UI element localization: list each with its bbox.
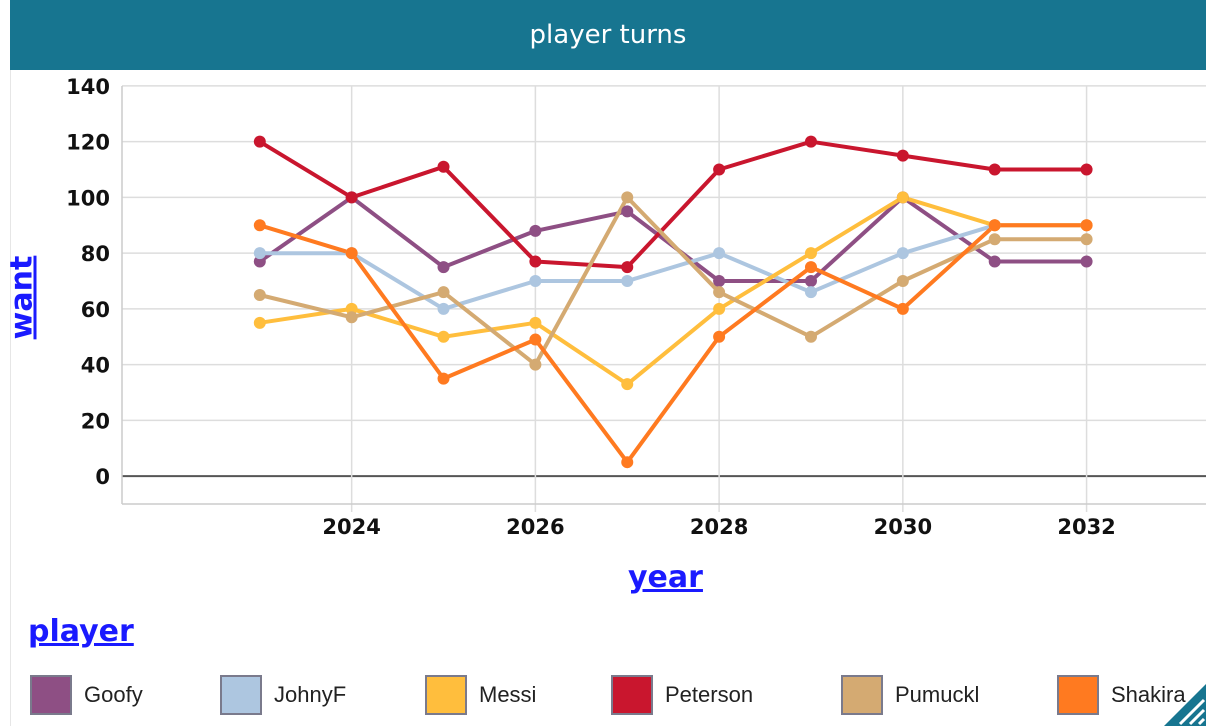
data-point-messi [437, 330, 450, 343]
data-point-shakira [713, 330, 726, 343]
data-point-shakira [621, 456, 634, 469]
y-tick-label: 0 [95, 465, 110, 489]
data-point-johnyf [253, 247, 266, 260]
resize-handle-icon[interactable] [1160, 680, 1206, 726]
x-tick-label: 2026 [506, 515, 564, 539]
series-line-shakira [259, 223, 1087, 465]
data-point-messi [713, 302, 726, 315]
series-line-johnyf [259, 223, 1087, 311]
data-point-pumuckl [804, 330, 817, 343]
data-point-pumuckl [988, 233, 1001, 246]
legend-item-goofy[interactable]: Goofy [30, 675, 220, 715]
data-point-shakira [804, 261, 817, 274]
data-point-shakira [896, 302, 909, 315]
x-axis-label[interactable]: year [628, 560, 703, 595]
series-line-peterson [258, 139, 1087, 270]
legend-swatch [30, 675, 72, 715]
data-point-johnyf [896, 247, 909, 260]
data-point-messi [621, 378, 634, 391]
legend-item-johnyf[interactable]: JohnyF [220, 675, 425, 715]
x-tick-label: 2030 [874, 515, 932, 539]
data-point-messi [804, 247, 817, 260]
data-point-shakira [437, 372, 450, 385]
legend: Goofy JohnyF Messi Peterson Pumuckl Shak… [30, 672, 1187, 718]
y-tick-label: 140 [66, 75, 110, 99]
data-point-messi [529, 316, 542, 329]
data-point-pumuckl [1080, 233, 1093, 246]
legend-title[interactable]: player [28, 614, 134, 649]
data-point-pumuckl [253, 288, 266, 301]
legend-swatch [1057, 675, 1099, 715]
legend-swatch [611, 675, 653, 715]
data-point-shakira [345, 247, 358, 260]
data-point-pumuckl [713, 286, 726, 299]
data-point-peterson [529, 255, 542, 268]
y-tick-label: 120 [66, 131, 110, 155]
legend-item-messi[interactable]: Messi [425, 675, 611, 715]
data-point-johnyf [437, 302, 450, 315]
data-point-goofy [988, 255, 1001, 268]
data-point-peterson [253, 135, 266, 148]
x-tick-label: 2032 [1057, 515, 1115, 539]
series-line-messi [259, 195, 1087, 387]
series-line-pumuckl [259, 195, 1087, 367]
y-tick-label: 20 [81, 409, 110, 433]
window-left-edge [0, 0, 11, 726]
data-point-goofy [713, 275, 726, 288]
data-point-pumuckl [896, 275, 909, 288]
data-point-pumuckl [529, 358, 542, 371]
data-point-johnyf [804, 286, 817, 299]
legend-item-peterson[interactable]: Peterson [611, 675, 841, 715]
data-point-goofy [1080, 255, 1093, 268]
legend-swatch [841, 675, 883, 715]
data-point-johnyf [621, 275, 634, 288]
data-point-pumuckl [437, 286, 450, 299]
y-tick-label: 100 [66, 186, 110, 210]
data-point-peterson [437, 160, 450, 173]
legend-label: Peterson [665, 682, 754, 707]
data-point-johnyf [713, 247, 726, 260]
data-point-johnyf [529, 275, 542, 288]
legend-label: Messi [479, 682, 537, 707]
chart-title-bar: player turns [10, 0, 1206, 70]
data-point-goofy [437, 261, 450, 274]
data-point-peterson [804, 135, 817, 148]
chart-title: player turns [529, 20, 687, 50]
data-point-messi [896, 191, 909, 204]
data-point-shakira [529, 333, 542, 346]
data-point-peterson [713, 163, 726, 176]
legend-item-pumuckl[interactable]: Pumuckl [841, 675, 1057, 715]
legend-label: JohnyF [274, 682, 347, 707]
data-point-shakira [1080, 219, 1093, 232]
legend-item-shakira[interactable]: Shakira [1057, 675, 1187, 715]
x-tick-label: 2028 [690, 515, 748, 539]
y-tick-label: 80 [81, 242, 110, 266]
y-tick-label: 60 [81, 298, 110, 322]
data-point-messi [253, 316, 266, 329]
y-tick-label: 40 [81, 354, 110, 378]
legend-swatch [220, 675, 262, 715]
data-point-goofy [804, 275, 817, 288]
data-point-shakira [253, 219, 266, 232]
data-point-shakira [988, 219, 1001, 232]
data-point-peterson [621, 261, 634, 274]
data-point-peterson [988, 163, 1001, 176]
legend-label: Shakira [1111, 682, 1186, 707]
data-point-goofy [621, 205, 634, 218]
data-point-peterson [896, 149, 909, 162]
legend-swatch [425, 675, 467, 715]
data-point-messi [345, 302, 358, 315]
legend-label: Goofy [84, 682, 143, 707]
x-tick-label: 2024 [322, 515, 380, 539]
data-point-goofy [253, 255, 266, 268]
y-axis-label[interactable]: want [4, 255, 40, 340]
data-point-peterson [1080, 163, 1093, 176]
data-point-goofy [529, 224, 542, 237]
data-point-pumuckl [621, 191, 634, 204]
data-point-pumuckl [345, 311, 358, 324]
legend-label: Pumuckl [895, 682, 980, 707]
data-point-peterson [345, 191, 358, 204]
